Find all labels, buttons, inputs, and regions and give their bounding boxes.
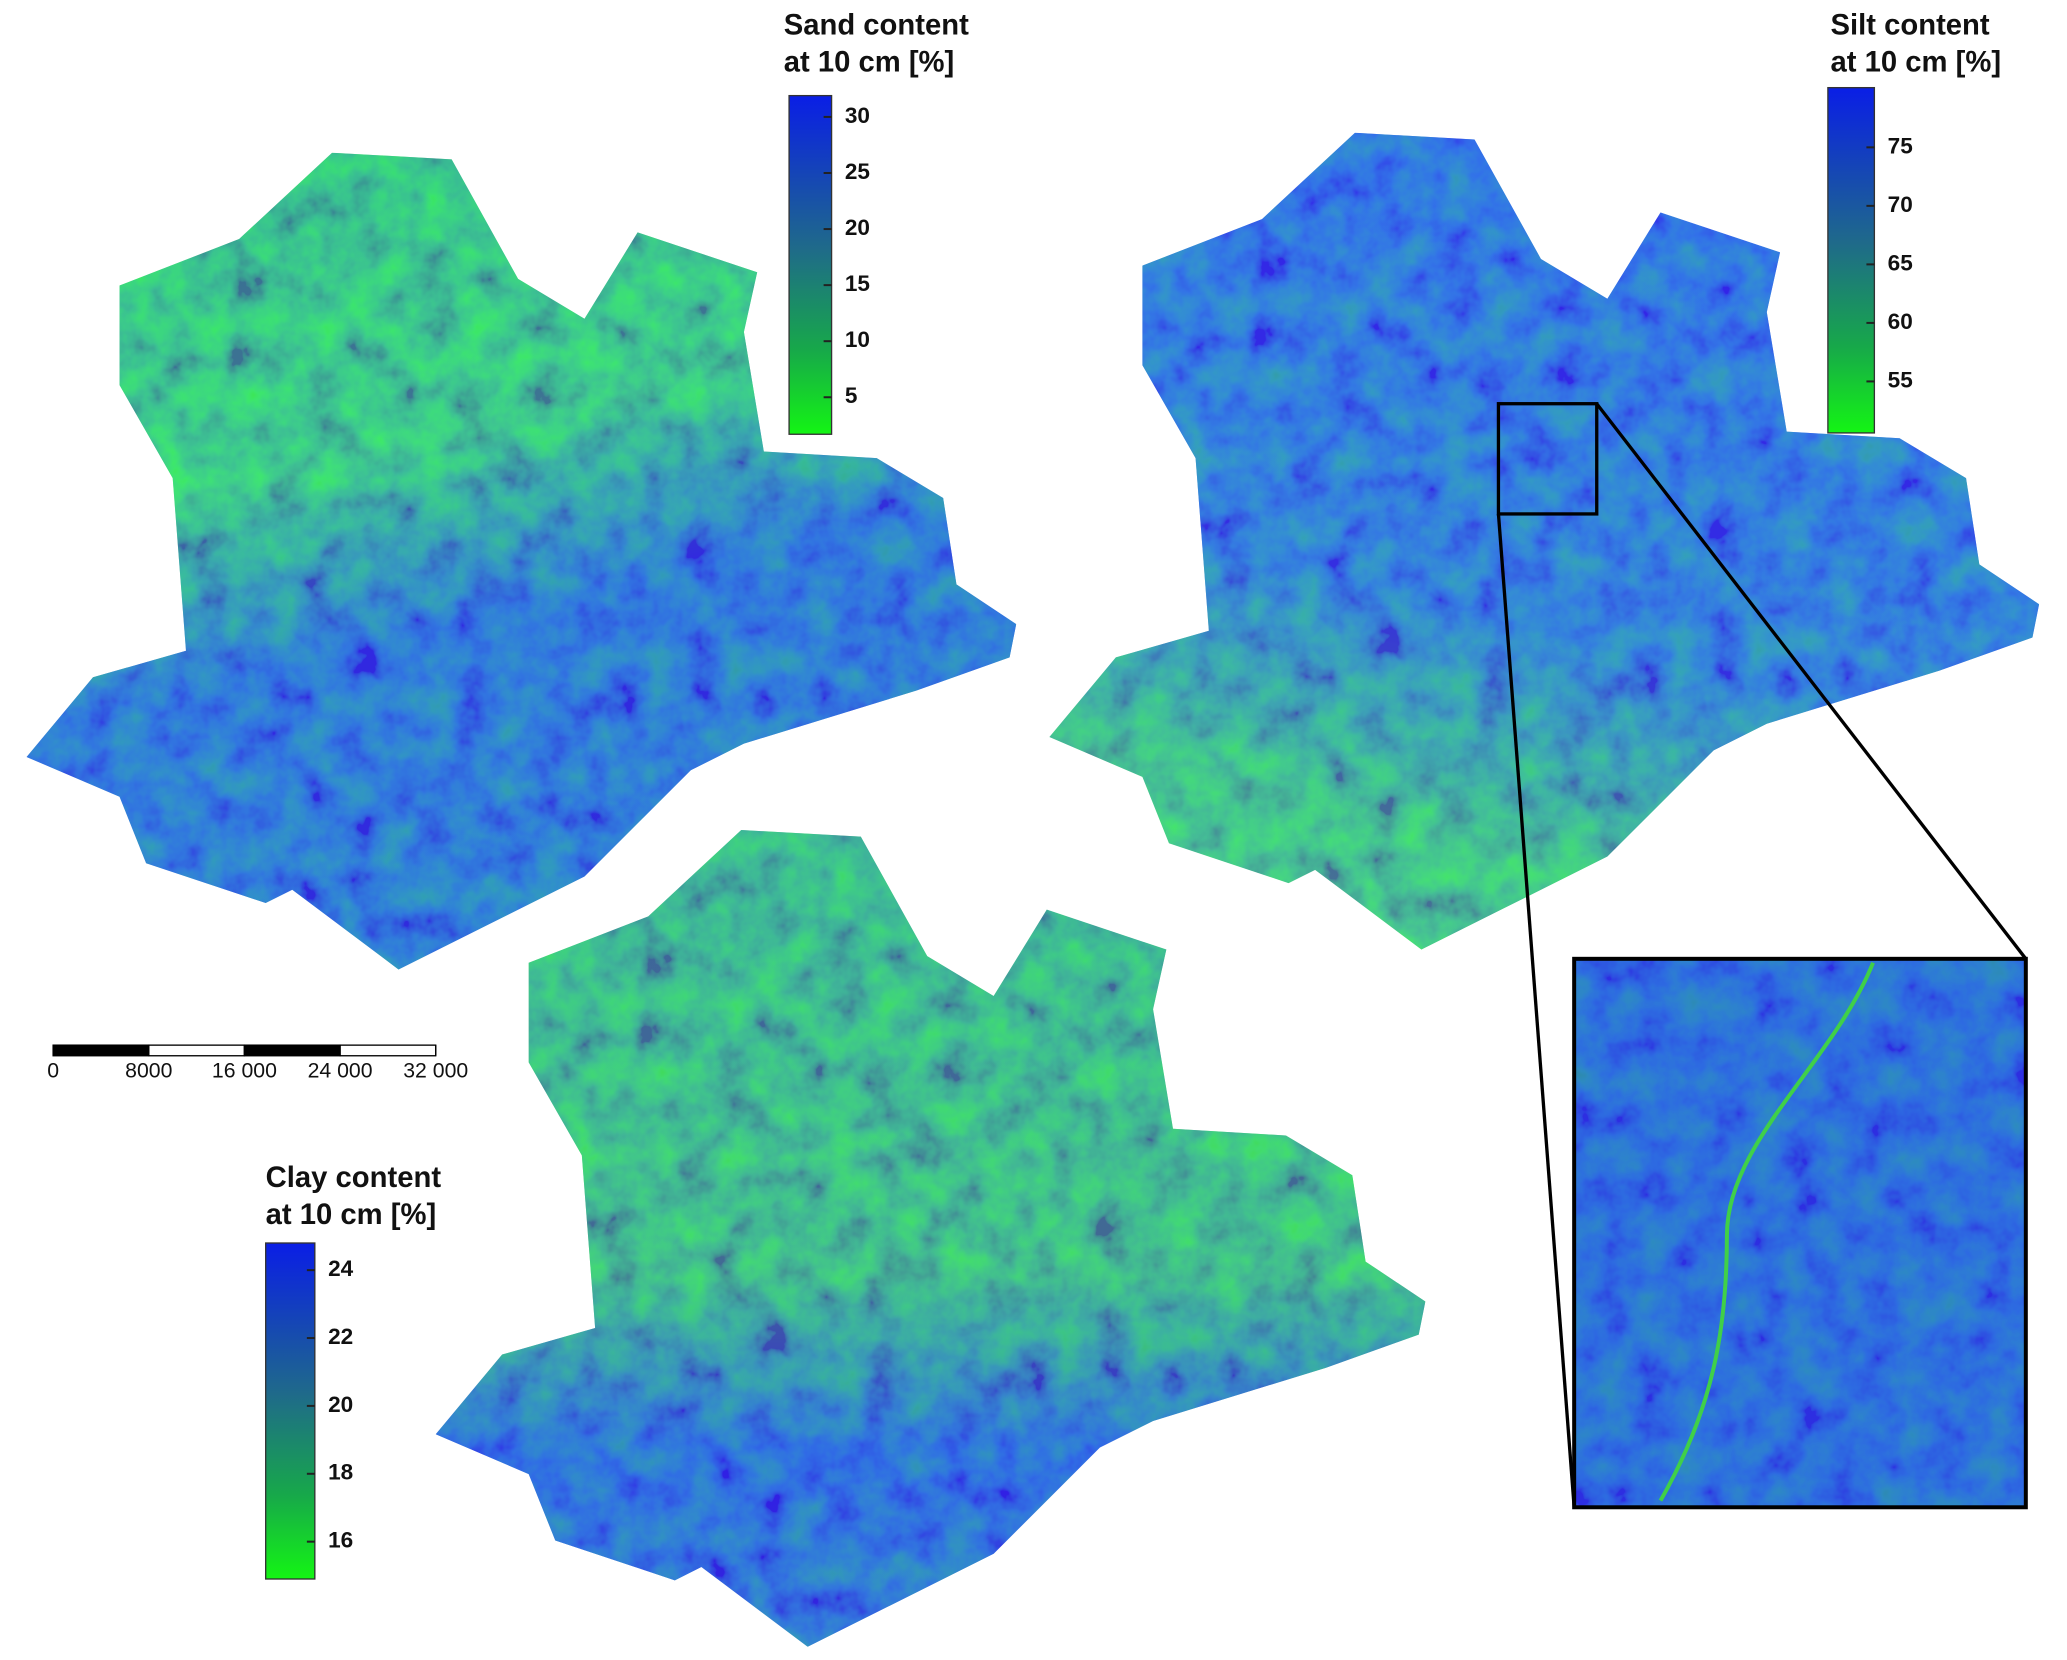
scale-bar-segment [148, 1044, 246, 1057]
colorbar-tick-label: 10 [845, 327, 870, 352]
inset-river [1658, 962, 1875, 1502]
colorbar-tick-label: 16 [328, 1528, 353, 1553]
colorbar [788, 94, 833, 435]
colorbar [1827, 86, 1876, 434]
scale-bar: 0 8000 16 000 24 000 32 000 [47, 1044, 468, 1082]
legend-title: Silt content [1831, 9, 1990, 41]
colorbar-tick-label: 20 [845, 215, 870, 240]
colorbar-tick-label: 22 [328, 1324, 353, 1349]
legend: Sand content at 10 cm [%] 5 10 15 20 25 30 [784, 9, 969, 435]
inset-connector [1595, 402, 2028, 960]
legend: Silt content at 10 cm [%] 55 60 65 70 75 [1827, 9, 2002, 434]
scale-bar-label: 24 000 [308, 1058, 373, 1082]
legend-title: at 10 cm [%] [266, 1199, 437, 1231]
inset-source-box [1496, 402, 1599, 516]
scale-bar-label: 8000 [125, 1058, 172, 1082]
colorbar-tick-label: 75 [1888, 133, 1913, 158]
colorbar-tick-label: 15 [845, 271, 870, 296]
legend-title: Sand content [784, 9, 969, 41]
inset-frame [1572, 956, 2028, 1510]
colorbar-tick-label: 5 [845, 383, 858, 408]
colorbar-tick-label: 65 [1888, 250, 1913, 275]
legend-title: Clay content [266, 1162, 442, 1194]
colorbar-tick-label: 24 [328, 1256, 354, 1281]
scale-bar-label: 0 [47, 1058, 59, 1082]
legend-title: at 10 cm [%] [1831, 46, 2002, 78]
colorbar-tick-label: 30 [845, 103, 870, 128]
colorbar-tick-label: 18 [328, 1460, 353, 1485]
scale-bar-segment [52, 1044, 150, 1057]
scale-bar-label: 16 000 [212, 1058, 277, 1082]
scale-bar-label: 32 000 [403, 1058, 468, 1082]
inset [1496, 402, 2028, 1510]
inset-texture [1574, 958, 2026, 1508]
colorbar [265, 1242, 316, 1580]
colorbar-tick-label: 55 [1888, 367, 1913, 392]
colorbar-tick-label: 25 [845, 159, 870, 184]
clay-map [435, 830, 1426, 1647]
legend: Clay content at 10 cm [%] 16 18 20 22 24 [265, 1162, 442, 1580]
scale-bar-segment [243, 1044, 341, 1057]
colorbar-tick-label: 20 [328, 1392, 353, 1417]
colorbar-tick-label: 70 [1888, 192, 1913, 217]
legend-title: at 10 cm [%] [784, 46, 955, 78]
inset-connector [1496, 513, 1576, 1508]
sand-map [26, 152, 1017, 970]
silt-map [1049, 132, 2040, 950]
colorbar-tick-label: 60 [1888, 309, 1913, 334]
scale-bar-segment [339, 1044, 437, 1057]
